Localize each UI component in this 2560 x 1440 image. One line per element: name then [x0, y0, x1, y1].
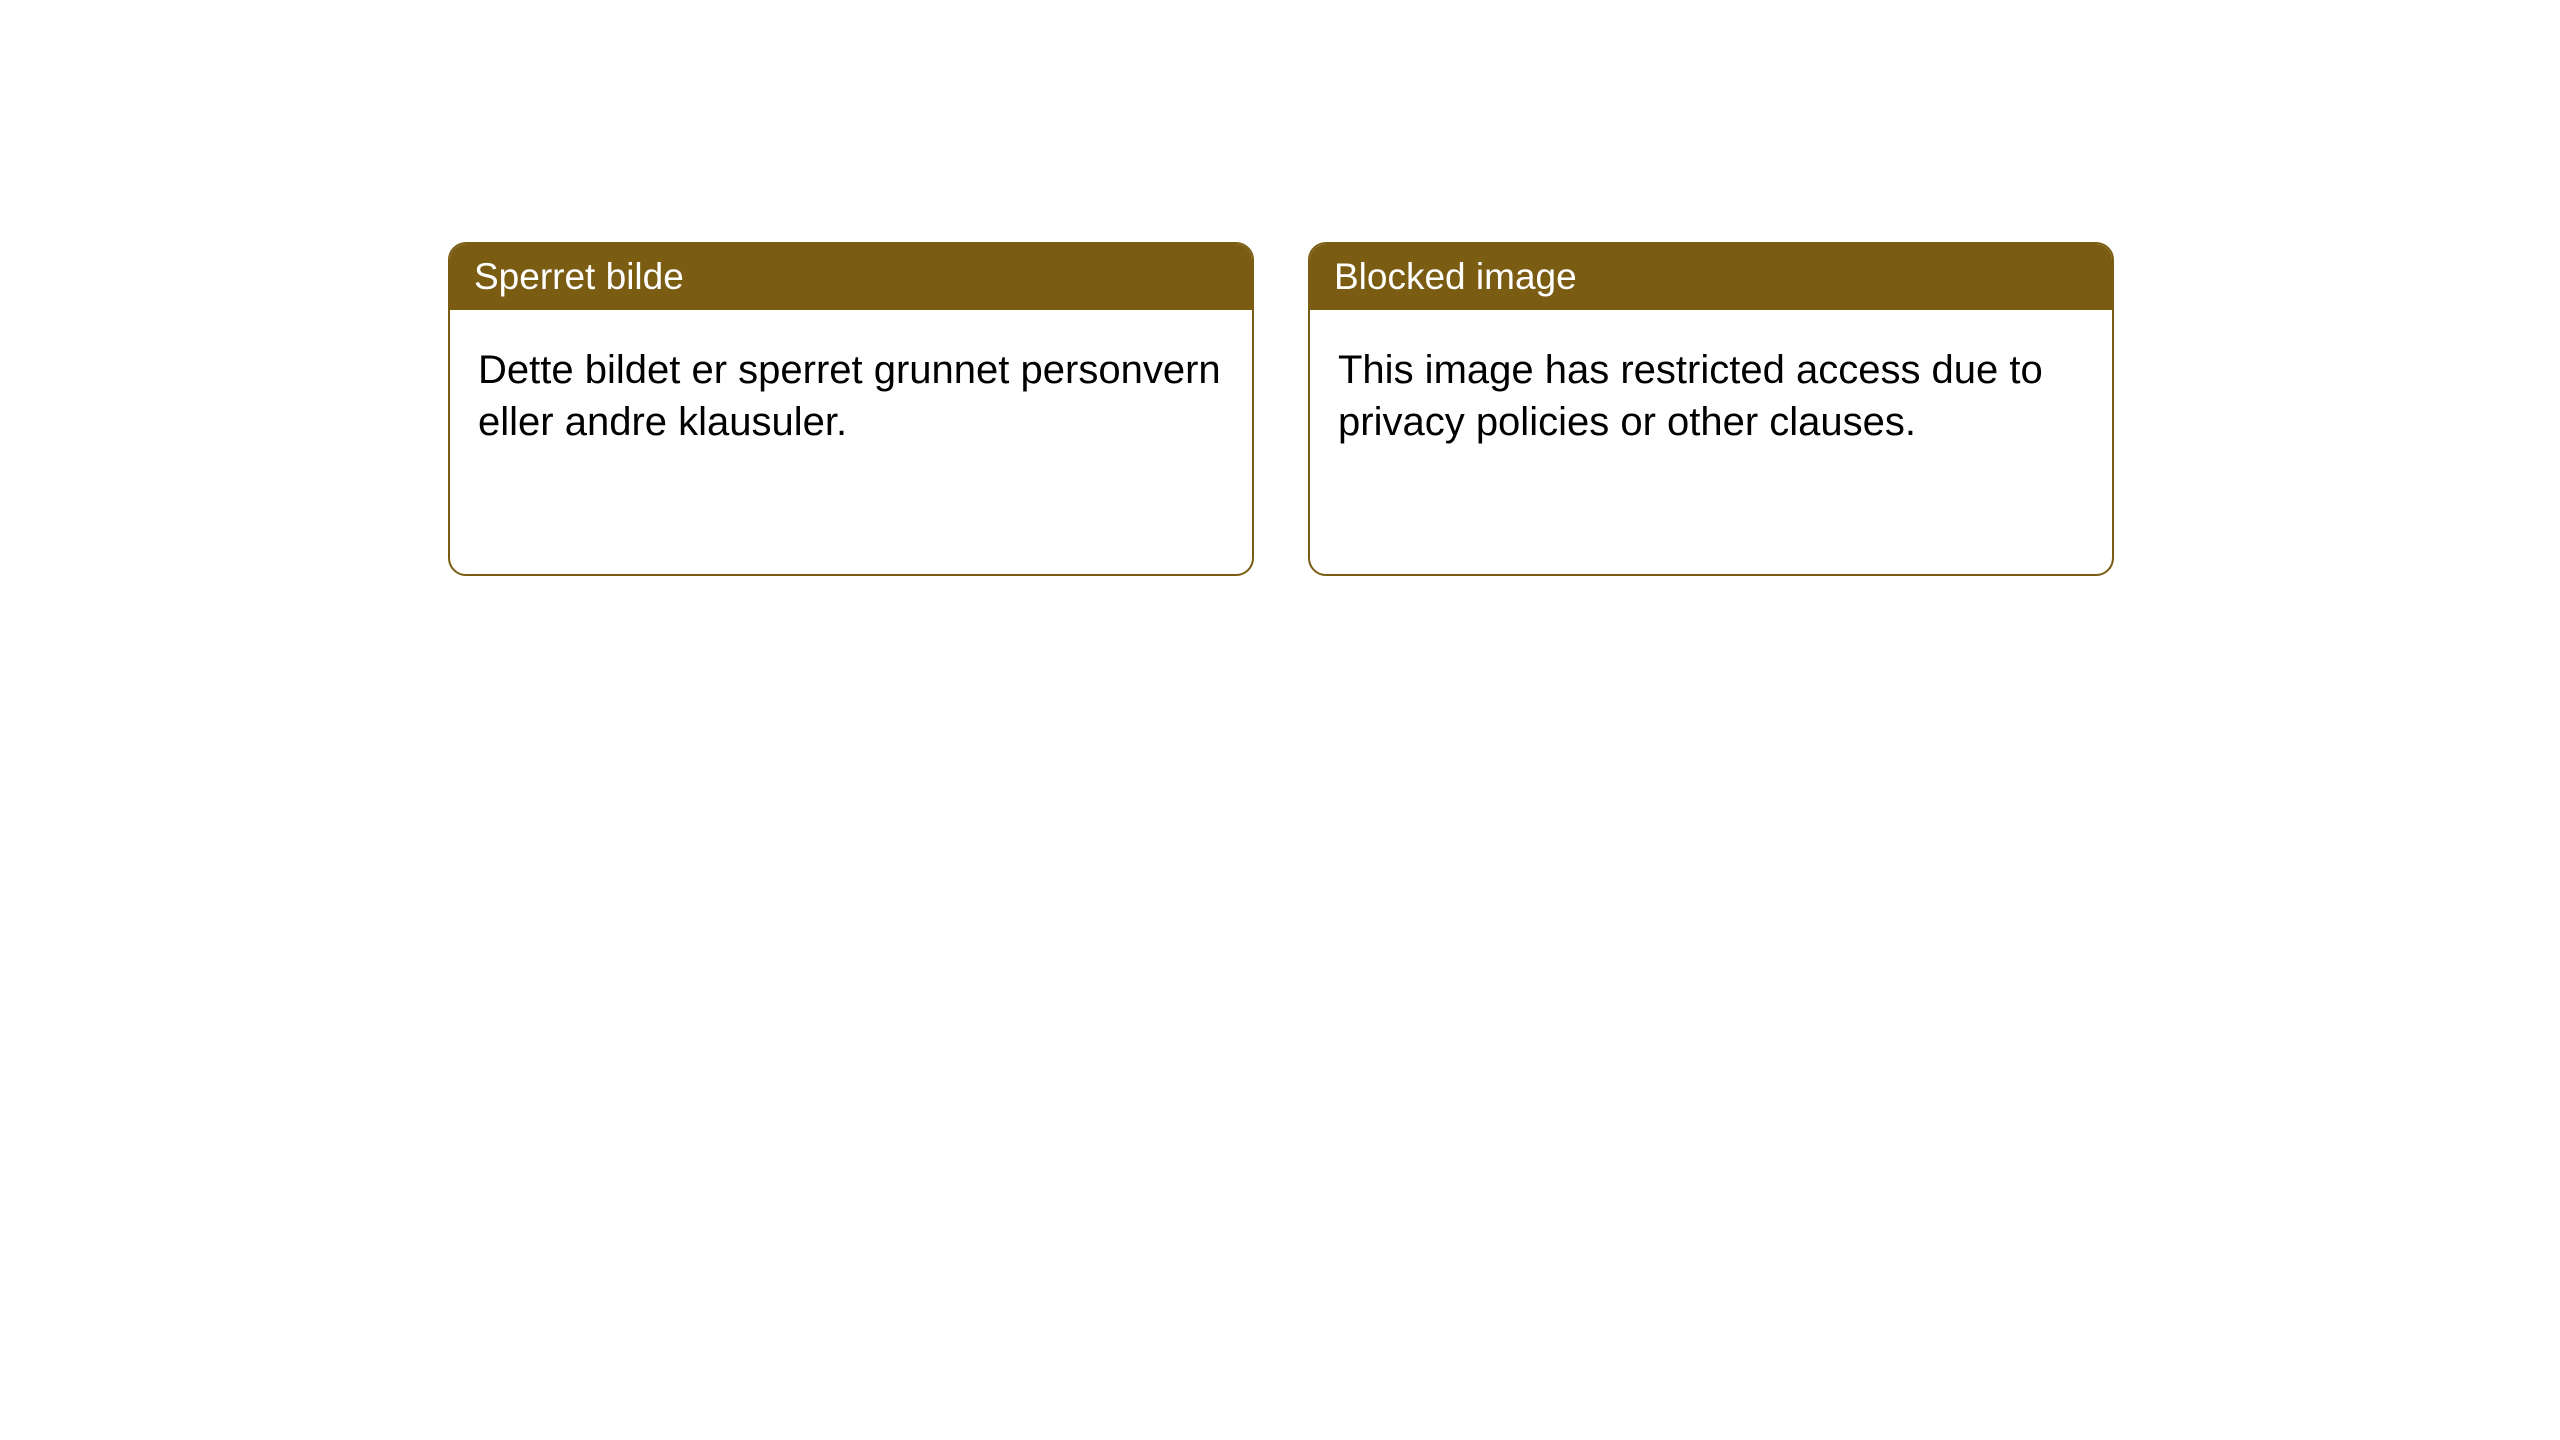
- notice-card-english: Blocked image This image has restricted …: [1308, 242, 2114, 576]
- card-header: Blocked image: [1310, 244, 2112, 310]
- card-body: This image has restricted access due to …: [1310, 310, 2112, 482]
- card-message: This image has restricted access due to …: [1338, 348, 2043, 444]
- card-message: Dette bildet er sperret grunnet personve…: [478, 348, 1221, 444]
- notice-container: Sperret bilde Dette bildet er sperret gr…: [448, 242, 2114, 576]
- notice-card-norwegian: Sperret bilde Dette bildet er sperret gr…: [448, 242, 1254, 576]
- card-title: Blocked image: [1334, 256, 1577, 297]
- card-title: Sperret bilde: [474, 256, 684, 297]
- card-body: Dette bildet er sperret grunnet personve…: [450, 310, 1252, 482]
- card-header: Sperret bilde: [450, 244, 1252, 310]
